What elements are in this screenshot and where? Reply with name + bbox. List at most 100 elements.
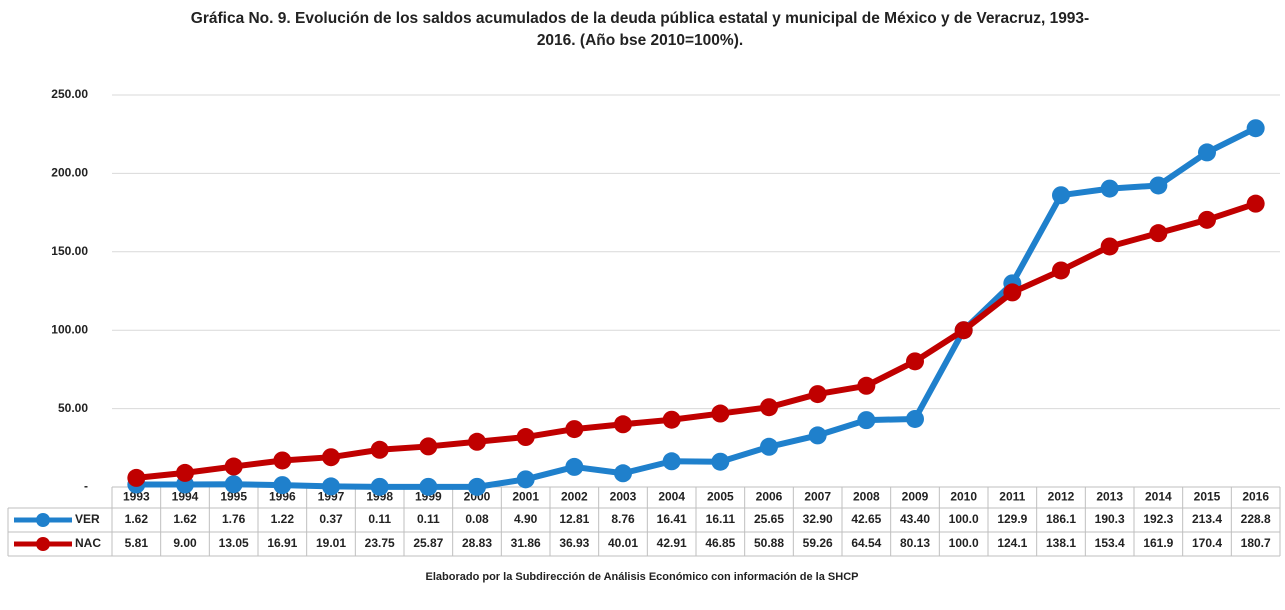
table-value: 16.91	[267, 536, 297, 550]
x-tick-label: 1998	[366, 490, 393, 504]
x-tick-label: 1993	[123, 490, 150, 504]
x-tick-label: 2012	[1048, 490, 1075, 504]
table-value: 50.88	[754, 536, 784, 550]
table-value: 153.4	[1095, 536, 1125, 550]
data-point	[760, 398, 778, 417]
x-tick-label: 2009	[902, 490, 929, 504]
data-point	[954, 321, 973, 340]
y-tick-label: 100.00	[51, 322, 88, 336]
x-tick-label: 2002	[561, 490, 588, 504]
data-point	[1003, 283, 1022, 302]
data-point	[565, 457, 584, 476]
x-tick-label: 1995	[220, 490, 247, 504]
source-note: Elaborado por la Subdirección de Análisi…	[426, 571, 859, 583]
data-point	[1052, 261, 1070, 280]
table-value: 16.11	[706, 512, 736, 526]
data-point	[857, 411, 876, 430]
table-value: 32.90	[803, 512, 833, 526]
table-value: 12.81	[559, 512, 589, 526]
table-value: 16.41	[657, 512, 687, 526]
data-point	[1198, 210, 1216, 229]
table-value: 161.9	[1143, 536, 1173, 550]
data-point	[419, 477, 438, 496]
x-tick-label: 1994	[172, 490, 199, 504]
table-value: 1.62	[125, 512, 149, 526]
data-point	[906, 352, 924, 371]
table-value: 42.91	[657, 536, 687, 550]
table-value: 138.1	[1046, 536, 1076, 550]
table-value: 170.4	[1192, 536, 1222, 550]
legend-marker	[36, 537, 50, 551]
data-point	[565, 420, 584, 439]
x-tick-label: 2011	[999, 490, 1025, 504]
data-point	[419, 437, 438, 456]
data-point	[516, 428, 535, 447]
data-point	[711, 452, 730, 471]
data-point	[662, 452, 681, 471]
x-tick-label: 2001	[512, 490, 539, 504]
chart-title: Gráfica No. 9. Evolución de los saldos a…	[190, 10, 1090, 49]
data-point	[322, 448, 340, 467]
data-point	[614, 464, 632, 483]
table-value: 40.01	[608, 536, 638, 550]
table-value: 124.1	[997, 536, 1027, 550]
table-value: 0.08	[465, 512, 489, 526]
data-point	[176, 463, 194, 482]
data-point	[1100, 179, 1119, 198]
data-point	[1100, 237, 1119, 256]
table-value: 192.3	[1143, 512, 1173, 526]
table-value: 5.81	[125, 536, 149, 550]
data-point	[1246, 119, 1265, 138]
data-point	[614, 415, 632, 434]
data-point	[1052, 186, 1070, 205]
table-value: 25.65	[754, 512, 784, 526]
table-value: 80.13	[900, 536, 930, 550]
data-point	[1149, 224, 1168, 243]
table-value: 46.85	[705, 536, 735, 550]
x-tick-label: 2000	[464, 490, 491, 504]
table-value: 36.93	[559, 536, 589, 550]
x-tick-label: 2010	[950, 490, 977, 504]
x-tick-label: 1997	[318, 490, 345, 504]
data-point	[906, 409, 924, 428]
legend-label: NAC	[75, 536, 101, 550]
x-tick-label: 2005	[707, 490, 734, 504]
table-value: 228.8	[1241, 512, 1271, 526]
x-tick-label: 2015	[1194, 490, 1221, 504]
table-value: 0.37	[319, 512, 343, 526]
table-value: 64.54	[851, 536, 881, 550]
y-tick-label: 200.00	[51, 166, 88, 180]
data-point	[808, 426, 827, 445]
table-value: 4.90	[514, 512, 538, 526]
table-value: 43.40	[900, 512, 930, 526]
table-value: 100.0	[949, 536, 979, 550]
table-value: 1.22	[271, 512, 295, 526]
table-value: 8.76	[611, 512, 635, 526]
x-tick-label: 1999	[415, 490, 442, 504]
y-tick-label: -	[84, 479, 88, 493]
table-value: 186.1	[1046, 512, 1076, 526]
legend-label: VER	[75, 512, 100, 526]
table-value: 190.3	[1095, 512, 1125, 526]
table-value: 0.11	[368, 512, 391, 526]
data-point	[1149, 176, 1168, 195]
table-value: 13.05	[219, 536, 249, 550]
data-point	[273, 476, 292, 495]
y-tick-label: 150.00	[51, 244, 88, 258]
data-point	[322, 477, 340, 496]
x-tick-label: 2014	[1145, 490, 1172, 504]
table-value: 100.0	[949, 512, 979, 526]
table-value: 1.76	[222, 512, 246, 526]
x-tick-label: 2008	[853, 490, 880, 504]
table-value: 42.65	[851, 512, 881, 526]
data-point	[857, 376, 876, 395]
data-point	[370, 440, 389, 459]
x-tick-label: 2013	[1096, 490, 1123, 504]
data-point	[370, 477, 389, 496]
data-point	[516, 470, 535, 489]
data-point	[1246, 194, 1265, 213]
data-point	[760, 437, 778, 456]
table-value: 25.87	[413, 536, 443, 550]
